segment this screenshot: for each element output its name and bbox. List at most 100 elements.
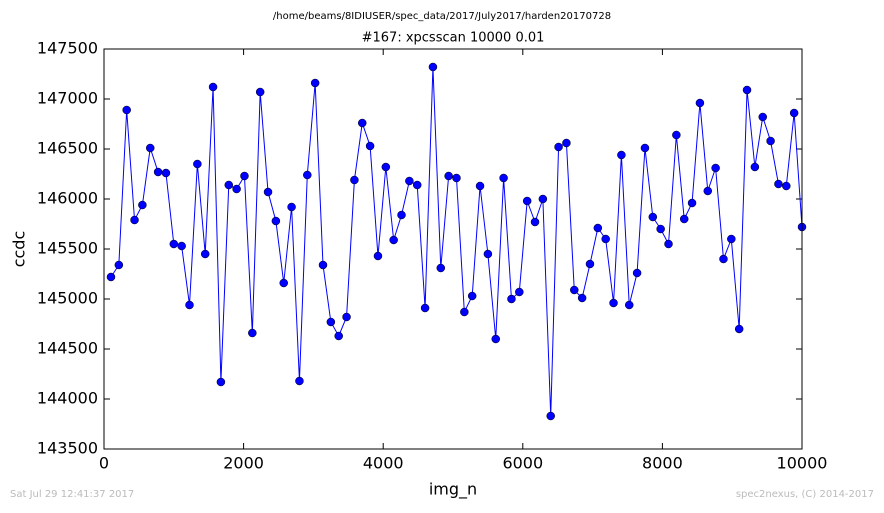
data-point [295,376,304,386]
data-point [632,268,642,278]
data-point [499,173,508,183]
data-point [648,212,658,222]
data-point [428,62,438,72]
data-point [420,303,430,313]
header: /home/beams/8IDIUSER/spec_data/2017/July… [273,11,611,22]
data-point [703,186,713,196]
data-point [169,239,179,249]
data-point [750,162,760,172]
data-point [460,307,469,317]
data-point [334,331,343,341]
data-point [326,317,336,327]
y-tick-label: 147000 [37,89,98,108]
x-tick-label: 6000 [502,454,543,473]
data-point [656,224,665,234]
data-point [106,272,116,282]
data-point [640,143,650,153]
y-tick-label: 144000 [37,389,98,408]
x-axis-label: img_n [429,480,477,500]
data-point [177,241,186,251]
y-axis-label: ccdc [10,231,29,268]
data-point [585,259,595,269]
data-point [358,118,367,128]
data-point [624,300,634,310]
chart-title: #167: xpcsscan 10000 0.01 [362,31,545,46]
y-tick-label: 145500 [37,239,98,258]
data-point [554,142,563,152]
x-tick-label: 8000 [642,454,683,473]
data-point [279,278,288,288]
data-point [562,138,571,148]
data-point [719,254,728,264]
data-point [617,150,626,160]
data-point [232,184,241,194]
data-point [452,173,461,183]
data-point [774,179,783,189]
data-point [412,180,422,190]
data-point [766,136,775,146]
y-tick-label: 146500 [37,139,98,158]
x-tick-label: 0 [99,454,109,473]
data-point [263,187,273,197]
x-tick-label: 10000 [777,454,828,473]
data-point [467,291,477,301]
data-point [114,260,124,270]
y-tick-label: 143500 [37,439,98,458]
footer-right: spec2nexus, (C) 2014-2017 [736,489,874,500]
data-point [475,181,485,191]
data-point [727,234,736,244]
data-point [687,198,697,208]
data-point [601,234,610,244]
data-point [193,159,202,169]
data-point [342,312,351,322]
data-point [444,171,453,181]
data-point [122,105,131,115]
data-point [138,200,147,210]
data-point [782,181,791,191]
data-point [483,249,493,259]
y-tick-label: 144500 [37,339,98,358]
data-point [530,217,540,227]
data-point [255,87,265,97]
data-point [593,223,603,233]
data-line [110,66,803,417]
data-point [742,85,752,95]
data-point [224,180,234,190]
data-point [405,176,414,186]
data-point [240,171,249,181]
data-point [161,168,171,178]
data-point [664,239,673,249]
data-point [672,130,681,140]
data-point [609,298,618,308]
data-point [507,294,516,304]
footer-left: Sat Jul 29 12:41:37 2017 [10,489,134,500]
data-point [789,108,799,118]
x-tick-label: 4000 [363,454,404,473]
data-point [577,293,587,303]
data-point [310,78,320,88]
data-point [538,194,548,204]
data-point [389,235,398,245]
data-point [695,98,705,108]
y-tick-label: 146000 [37,189,98,208]
data-point [758,112,767,122]
data-point [570,285,579,295]
data-point [373,251,383,261]
data-point [248,328,257,338]
data-point [734,324,744,334]
data-point [208,82,218,92]
data-point [185,300,194,310]
x-tick-label: 2000 [223,454,264,473]
y-tick-label: 145000 [37,289,98,308]
data-point [287,202,296,212]
data-point [271,216,281,226]
data-point [381,162,391,172]
data-point [153,167,163,177]
plot-frame [103,48,803,450]
data-point [200,249,210,259]
data-point [522,196,532,206]
data-point [546,411,555,421]
data-point [397,210,406,220]
data-point [515,287,524,297]
